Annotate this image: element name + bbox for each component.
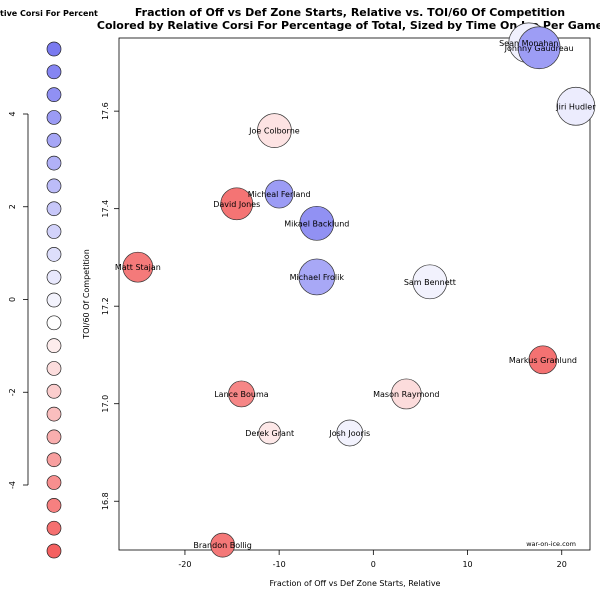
x-tick-label: 10 bbox=[462, 560, 472, 569]
bubble-point bbox=[257, 113, 292, 148]
x-tick-label: 20 bbox=[557, 560, 567, 569]
bubble-point bbox=[298, 258, 336, 296]
bubble-point bbox=[336, 419, 364, 447]
legend-swatch bbox=[46, 520, 62, 536]
legend-swatch bbox=[46, 110, 62, 125]
bubble-point bbox=[228, 380, 255, 408]
legend-swatch bbox=[46, 429, 62, 445]
point-label: Joe Colborne bbox=[248, 127, 300, 136]
point-label: Mikael Backlund bbox=[284, 219, 349, 228]
x-axis-label: Fraction of Off vs Def Zone Starts, Rela… bbox=[270, 579, 441, 588]
legend-swatch bbox=[46, 361, 62, 376]
y-tick-label: 17.2 bbox=[101, 297, 110, 315]
y-tick-label: 17.0 bbox=[101, 395, 110, 413]
point-label: Matt Stajan bbox=[115, 263, 161, 272]
point-label: Michael Frolik bbox=[290, 273, 345, 282]
legend-swatch bbox=[46, 315, 62, 331]
legend-swatch bbox=[46, 201, 62, 217]
legend-swatch bbox=[46, 543, 62, 559]
legend-swatch bbox=[46, 383, 62, 399]
point-label: Josh Jooris bbox=[328, 429, 370, 438]
legend-tick-label: -2 bbox=[8, 388, 17, 396]
y-axis-label: TOI/60 Of Competition bbox=[82, 249, 91, 340]
point-label: Johnny Gaudreau bbox=[504, 44, 574, 53]
legend-swatch bbox=[46, 87, 62, 102]
x-tick-label: -20 bbox=[178, 560, 191, 569]
legend-swatch bbox=[46, 132, 62, 148]
chart-title: Fraction of Off vs Def Zone Starts, Rela… bbox=[135, 6, 565, 19]
x-tick-label: -10 bbox=[273, 560, 286, 569]
point-label: Markus Granlund bbox=[509, 356, 577, 365]
watermark: war-on-ice.com bbox=[526, 540, 576, 548]
legend-swatch bbox=[46, 338, 62, 353]
x-tick-label: 0 bbox=[371, 560, 376, 569]
y-tick-label: 16.8 bbox=[101, 492, 110, 510]
legend-title: tive Corsi For Percent bbox=[0, 9, 98, 18]
legend-swatch bbox=[46, 498, 62, 513]
legend-tick-label: -4 bbox=[8, 481, 17, 489]
bubble-point bbox=[390, 378, 422, 410]
point-label: Mason Raymond bbox=[373, 390, 439, 399]
point-label: Derek Grant bbox=[245, 429, 294, 438]
point-label: Lance Bouma bbox=[214, 390, 269, 399]
color-legend: tive Corsi For Percent 4 2 0 -2 -4 bbox=[0, 9, 98, 559]
legend-swatch bbox=[46, 224, 62, 239]
y-tick-label: 17.6 bbox=[101, 102, 110, 120]
legend-swatch bbox=[46, 178, 62, 194]
bubble-point bbox=[556, 86, 596, 126]
plot-frame bbox=[118, 37, 591, 551]
bubble-point bbox=[122, 251, 154, 283]
legend-swatch bbox=[46, 41, 62, 57]
point-label: Sean Monahan bbox=[499, 39, 558, 48]
y-tick-label: 17.4 bbox=[101, 200, 110, 218]
bubble-point bbox=[299, 205, 335, 241]
legend-swatch bbox=[46, 452, 62, 468]
point-label: Micheal Ferland bbox=[248, 190, 311, 199]
legend-tick-label: 2 bbox=[8, 204, 17, 209]
legend-swatch bbox=[46, 406, 62, 422]
legend-swatch bbox=[46, 269, 62, 285]
bubble-point bbox=[258, 421, 282, 445]
point-label: Jiri Hudler bbox=[555, 102, 596, 111]
legend-swatch bbox=[46, 292, 62, 308]
bubble-point bbox=[528, 345, 558, 375]
chart-subtitle: Colored by Relative Corsi For Percentage… bbox=[97, 19, 600, 32]
legend-swatch bbox=[46, 155, 62, 171]
legend-tick-label: 4 bbox=[8, 111, 17, 116]
legend-swatch bbox=[46, 475, 62, 490]
bubble-point bbox=[220, 187, 254, 221]
legend-tick-label: 0 bbox=[8, 297, 17, 302]
legend-swatch bbox=[46, 64, 62, 80]
bubble-point bbox=[517, 26, 561, 70]
bubble-point bbox=[264, 179, 294, 209]
point-label: Brandon Bollig bbox=[193, 541, 251, 550]
bubble-point bbox=[210, 532, 235, 558]
point-label: David Jones bbox=[213, 200, 260, 209]
legend-swatch bbox=[46, 247, 62, 262]
bubble-point bbox=[412, 264, 448, 300]
point-label: Sam Bennett bbox=[404, 278, 456, 287]
